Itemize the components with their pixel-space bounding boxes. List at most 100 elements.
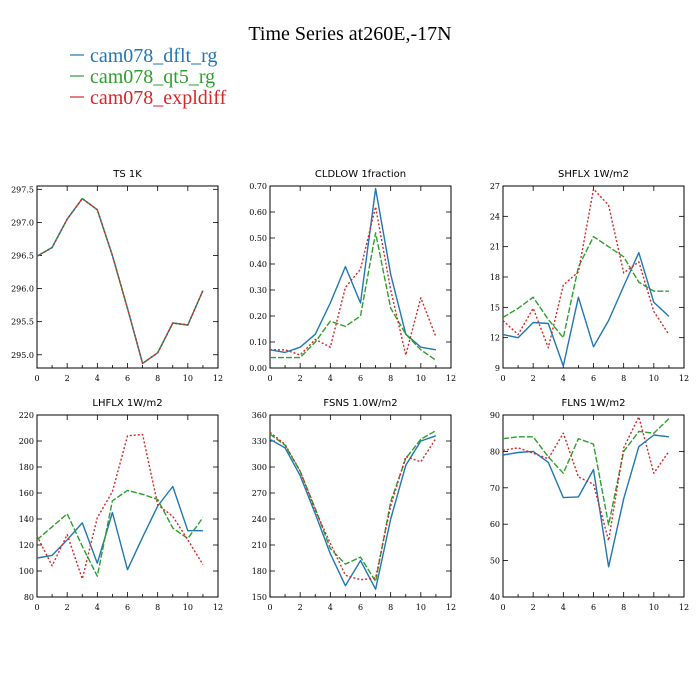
y-tick-label-cldlow-4: 0.40 bbox=[249, 260, 267, 269]
panel-title-cldlow: CLDLOW 1fraction bbox=[315, 169, 406, 180]
x-tick-label-shflx-12: 12 bbox=[679, 374, 689, 383]
y-tick-label-cldlow-3: 0.30 bbox=[249, 286, 267, 295]
x-tick-label-fsns-4: 4 bbox=[328, 603, 333, 612]
x-tick-label-lhflx-0: 0 bbox=[34, 603, 39, 612]
x-tick-label-flns-8: 8 bbox=[621, 603, 626, 612]
x-tick-label-ts-2: 2 bbox=[65, 374, 70, 383]
y-tick-label-lhflx-2: 120 bbox=[19, 541, 34, 550]
x-tick-label-cldlow-12: 12 bbox=[446, 374, 456, 383]
y-tick-label-fsns-7: 360 bbox=[252, 411, 267, 420]
y-tick-label-shflx-4: 21 bbox=[490, 243, 500, 252]
panel-fsns: FSNS 1.0W/m2 0 2 4 6 8 10 12 150 180 210 240 270 300 3… bbox=[252, 398, 456, 612]
x-tick-label-lhflx-10: 10 bbox=[183, 603, 193, 612]
series-line-fsns-dflt bbox=[269, 435, 437, 590]
y-tick-label-fsns-2: 210 bbox=[252, 541, 267, 550]
series-line-cldlow-expldiff bbox=[270, 206, 437, 356]
y-tick-label-ts-2: 296.0 bbox=[11, 285, 34, 294]
x-tick-label-lhflx-4: 4 bbox=[95, 603, 100, 612]
legend-entry-qt5: cam078_qt5_rg bbox=[70, 66, 215, 88]
panels: TS 1K0 2 4 6 8 10 12295.0295.5296.0296.5297.02… bbox=[11, 169, 689, 612]
x-tick-label-flns-2: 2 bbox=[531, 603, 536, 612]
y-tick-label-ts-3: 296.5 bbox=[11, 251, 34, 260]
x-tick-label-fsns-6: 6 bbox=[358, 603, 363, 612]
x-tick-label-flns-0: 0 bbox=[500, 603, 505, 612]
y-tick-label-flns-0: 40 bbox=[490, 593, 500, 602]
x-tick-label-cldlow-0: 0 bbox=[267, 374, 272, 383]
y-tick-label-fsns-1: 180 bbox=[252, 567, 267, 576]
x-tick-label-cldlow-8: 8 bbox=[388, 374, 393, 383]
series-line-shflx-expldiff bbox=[502, 188, 670, 349]
panel-ts: TS 1K 0 2 4 6 8 10 12 295.0 295.5 296.0 296.5 297.0 2… bbox=[11, 169, 223, 383]
y-tick-label-shflx-5: 24 bbox=[490, 212, 500, 221]
y-tick-label-lhflx-6: 200 bbox=[19, 437, 34, 446]
y-tick-label-cldlow-7: 0.70 bbox=[249, 182, 267, 191]
panel-title-ts: TS 1K bbox=[112, 169, 142, 180]
x-tick-label-fsns-0: 0 bbox=[267, 603, 272, 612]
plot-frame-ts bbox=[36, 185, 219, 369]
y-tick-label-flns-5: 90 bbox=[490, 411, 500, 420]
legend-entry-expldiff: cam078_expldiff bbox=[70, 87, 227, 109]
series-line-flns-dflt bbox=[502, 434, 669, 568]
y-tick-label-shflx-1: 12 bbox=[490, 334, 500, 343]
legend: cam078_dflt_rg cam078_qt5_rg cam078_expl… bbox=[70, 45, 227, 109]
x-tick-label-fsns-10: 10 bbox=[416, 603, 426, 612]
x-tick-label-fsns-2: 2 bbox=[298, 603, 303, 612]
y-tick-label-lhflx-4: 160 bbox=[19, 489, 34, 498]
y-tick-label-cldlow-5: 0.50 bbox=[249, 234, 267, 243]
y-tick-label-cldlow-1: 0.10 bbox=[249, 338, 267, 347]
y-tick-label-shflx-2: 15 bbox=[490, 303, 500, 312]
y-tick-label-fsns-3: 240 bbox=[252, 515, 267, 524]
x-tick-label-shflx-0: 0 bbox=[500, 374, 505, 383]
series-line-shflx-dflt bbox=[502, 251, 670, 367]
y-tick-label-flns-1: 50 bbox=[490, 557, 500, 566]
x-tick-label-fsns-12: 12 bbox=[446, 603, 456, 612]
x-tick-label-lhflx-8: 8 bbox=[155, 603, 160, 612]
y-tick-label-lhflx-5: 180 bbox=[19, 463, 34, 472]
x-tick-label-shflx-4: 4 bbox=[561, 374, 566, 383]
series-line-cldlow-qt5 bbox=[270, 232, 437, 361]
y-tick-label-fsns-5: 300 bbox=[252, 463, 267, 472]
y-tick-label-fsns-0: 150 bbox=[252, 593, 267, 602]
x-tick-label-shflx-6: 6 bbox=[591, 374, 596, 383]
series-line-fsns-qt5 bbox=[269, 429, 437, 583]
y-tick-label-ts-5: 297.5 bbox=[11, 185, 34, 194]
series-line-shflx-qt5 bbox=[502, 235, 669, 339]
x-tick-label-lhflx-12: 12 bbox=[213, 603, 223, 612]
x-tick-label-ts-0: 0 bbox=[34, 374, 39, 383]
plot-frame-flns bbox=[502, 414, 685, 598]
series-line-lhflx-dflt bbox=[36, 485, 203, 571]
x-tick-label-ts-10: 10 bbox=[183, 374, 193, 383]
y-tick-label-fsns-6: 330 bbox=[252, 437, 267, 446]
legend-label-dflt: cam078_dflt_rg bbox=[90, 45, 217, 67]
legend-label-expldiff: cam078_expldiff bbox=[90, 87, 227, 109]
y-tick-label-lhflx-7: 220 bbox=[19, 411, 34, 420]
x-tick-label-shflx-10: 10 bbox=[649, 374, 659, 383]
series-line-fsns-expldiff bbox=[269, 431, 437, 581]
x-tick-label-shflx-2: 2 bbox=[531, 374, 536, 383]
y-tick-label-ts-1: 295.5 bbox=[11, 318, 34, 327]
panel-title-flns: FLNS 1W/m2 bbox=[561, 398, 625, 409]
y-tick-label-shflx-3: 18 bbox=[490, 273, 500, 282]
x-tick-label-shflx-8: 8 bbox=[621, 374, 626, 383]
y-tick-label-flns-2: 60 bbox=[490, 520, 500, 529]
figure-title: Time Series at260E,-17N bbox=[248, 23, 451, 45]
x-tick-label-lhflx-6: 6 bbox=[125, 603, 130, 612]
plot-frame-cldlow bbox=[269, 185, 452, 369]
y-tick-label-flns-3: 70 bbox=[490, 484, 500, 493]
panel-flns: FLNS 1W/m2 0 2 4 6 8 10 12 40 50 60 70 80 90 bbox=[490, 398, 689, 612]
x-tick-label-ts-6: 6 bbox=[125, 374, 130, 383]
x-tick-label-cldlow-10: 10 bbox=[416, 374, 426, 383]
y-tick-label-flns-4: 80 bbox=[490, 447, 500, 456]
y-tick-label-shflx-6: 27 bbox=[490, 182, 500, 191]
y-tick-label-ts-0: 295.0 bbox=[11, 351, 34, 360]
y-tick-label-lhflx-1: 100 bbox=[19, 567, 34, 576]
x-tick-label-flns-6: 6 bbox=[591, 603, 596, 612]
y-tick-label-lhflx-3: 140 bbox=[19, 515, 34, 524]
y-tick-label-ts-4: 297.0 bbox=[11, 218, 34, 227]
series-line-lhflx-expldiff bbox=[36, 433, 204, 580]
y-tick-label-cldlow-6: 0.60 bbox=[249, 208, 267, 217]
series-line-flns-expldiff bbox=[502, 416, 670, 542]
panel-title-lhflx: LHFLX 1W/m2 bbox=[92, 398, 162, 409]
x-tick-label-fsns-8: 8 bbox=[388, 603, 393, 612]
